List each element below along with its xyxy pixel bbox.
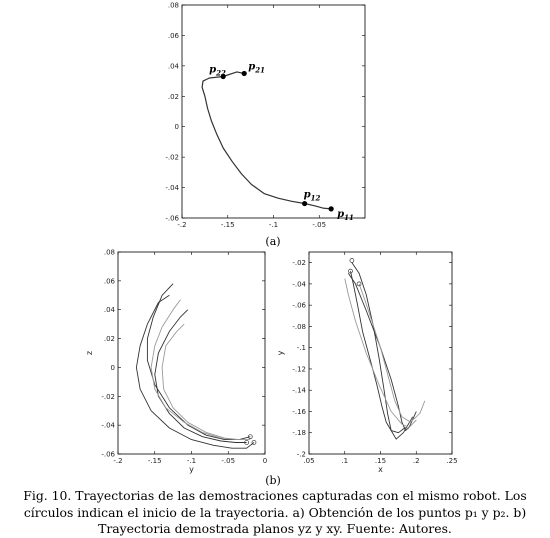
start-circle <box>356 281 362 287</box>
plot-frame <box>181 4 366 219</box>
y-tick-label: -.04 <box>101 422 115 430</box>
point-marker <box>241 70 247 77</box>
x-tick-label: -.15 <box>221 221 235 229</box>
x-tick-label: -.05 <box>312 221 326 229</box>
plot-frame <box>117 251 266 455</box>
x-tick-label: -.15 <box>148 457 162 465</box>
point-marker <box>302 200 308 207</box>
series-line <box>358 283 426 423</box>
chart-panel-b-right: .05 .1 .15 .2 .25 -.2 -.18 -.16 -.14 -.12 -.1 -.08 -… <box>276 251 458 474</box>
x-tick-label: 0 <box>263 457 267 465</box>
x-axis-label: x <box>378 465 383 474</box>
y-axis-label: y <box>276 350 285 355</box>
y-tick-label: .04 <box>104 306 116 314</box>
y-tick-label: -.04 <box>292 280 306 288</box>
x-tick-label: -.1 <box>187 457 196 465</box>
start-circle <box>349 258 355 263</box>
y-tick-label: .02 <box>168 93 179 101</box>
x-axis-label: y <box>189 465 194 474</box>
y-tick-label: 0 <box>175 123 179 131</box>
y-tick-label: -.02 <box>165 154 179 162</box>
x-tick-label: -.2 <box>177 221 186 229</box>
y-tick-label: .06 <box>104 277 116 285</box>
series-line <box>150 299 238 441</box>
start-circle <box>244 440 249 445</box>
panel-label-b: (b) <box>265 474 281 487</box>
point-label: p22 <box>209 65 226 78</box>
y-tick-label: -.14 <box>292 387 306 395</box>
series-line <box>347 273 417 432</box>
y-tick-label: .06 <box>168 32 180 40</box>
y-tick-label: .04 <box>168 62 180 70</box>
y-tick-label: .08 <box>168 2 179 10</box>
y-tick-label: -.02 <box>101 393 115 401</box>
x-tick-label: -.1 <box>269 221 278 229</box>
series-line <box>351 262 414 440</box>
x-tick-label: .25 <box>446 457 457 465</box>
x-tick-label: .05 <box>303 457 314 465</box>
chart-panel-a: -.2 -.15 -.1 -.05 -.06 -.04 -.02 0 .02 .04 .06 .08 p… <box>165 2 366 229</box>
start-circle <box>348 268 353 274</box>
y-tick-label: -.08 <box>292 323 306 331</box>
y-tick-label: -.18 <box>292 429 306 437</box>
series-line <box>135 294 255 449</box>
series-line <box>350 271 406 434</box>
point-label: p21 <box>248 61 265 74</box>
y-axis-label: z <box>85 351 94 355</box>
y-tick-label: .08 <box>104 249 115 257</box>
point-label: p12 <box>304 190 321 203</box>
y-tick-label: .02 <box>104 335 115 343</box>
point-marker <box>220 73 226 80</box>
y-tick-label: -.1 <box>297 344 306 352</box>
series-line <box>344 278 417 428</box>
y-tick-label: -.16 <box>292 408 306 416</box>
y-tick-label: -.06 <box>165 215 179 223</box>
y-tick-label: -.06 <box>292 302 306 310</box>
start-circle <box>247 434 253 440</box>
y-tick-label: -.02 <box>292 259 306 267</box>
x-tick-label: -.05 <box>221 457 235 465</box>
x-tick-label: -.2 <box>113 457 122 465</box>
point-marker <box>328 206 334 212</box>
figure-caption: Fig. 10. Trayectorias de las demostracio… <box>23 488 527 536</box>
series-line <box>146 283 251 441</box>
y-tick-label: -.04 <box>165 184 179 192</box>
x-tick-label: .15 <box>375 457 386 465</box>
series-line <box>154 309 247 443</box>
y-tick-label: 0 <box>111 364 115 372</box>
point-label: p11 <box>337 209 354 222</box>
y-tick-label: -.06 <box>101 451 115 459</box>
panel-label-a: (a) <box>265 235 280 248</box>
series-line <box>161 323 251 441</box>
y-tick-label: -.12 <box>292 365 306 373</box>
y-tick-label: -.2 <box>297 451 306 459</box>
chart-panel-b-left: -.2 -.15 -.1 -.05 0 -.06 -.04 -.02 0 .02 .04 .06 .08… <box>85 249 267 475</box>
x-tick-label: .1 <box>341 457 348 465</box>
plot-frame <box>308 251 453 455</box>
start-circle <box>251 440 257 445</box>
x-tick-label: .2 <box>413 457 420 465</box>
series-line <box>201 71 332 210</box>
